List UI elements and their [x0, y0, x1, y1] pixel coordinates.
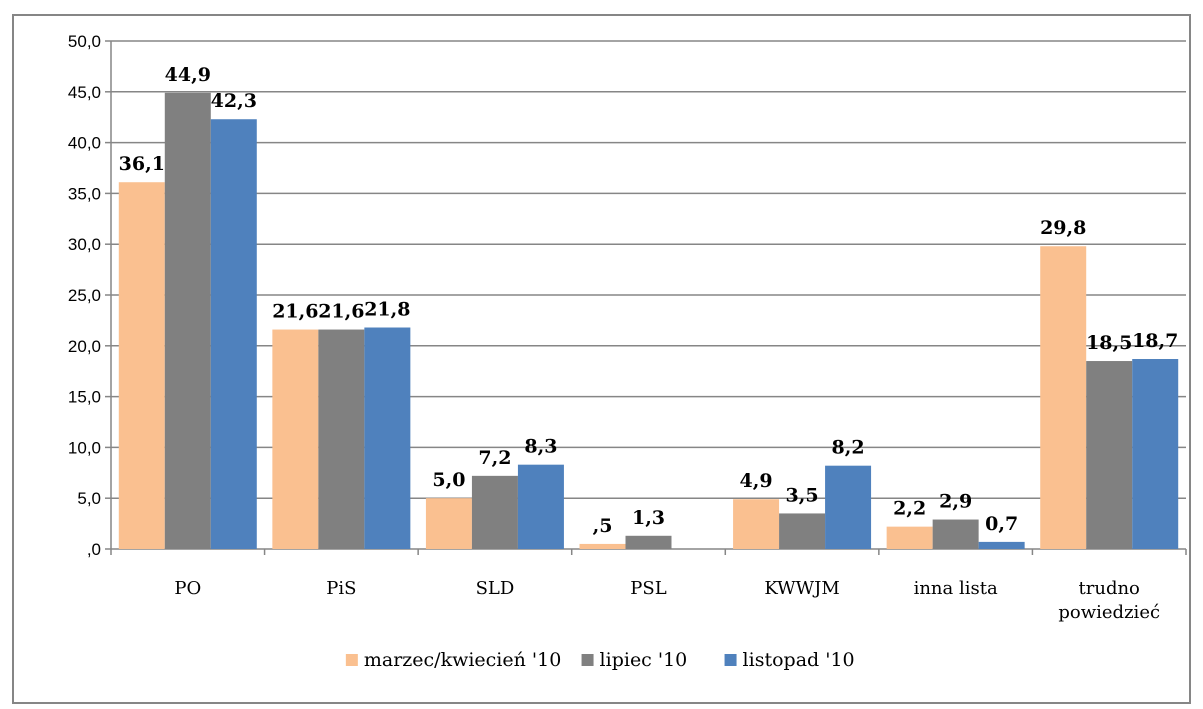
bar	[733, 499, 780, 549]
legend-label: marzec/kwiecień '10	[364, 649, 561, 671]
legend-swatch	[581, 654, 594, 666]
legend-swatch	[345, 654, 358, 666]
bar	[625, 535, 672, 549]
x-tick-label: powiedzieć	[1058, 602, 1160, 623]
data-label: 44,9	[165, 64, 211, 86]
y-tick-label: 15,0	[68, 388, 101, 407]
y-tick-label: 10,0	[68, 438, 101, 457]
x-tick-label: PO	[174, 578, 201, 599]
x-tick-label: PSL	[630, 578, 666, 599]
bar	[779, 513, 826, 549]
bar	[978, 541, 1025, 549]
x-tick-label: trudno	[1079, 578, 1140, 599]
legend-label: lipiec '10	[600, 649, 688, 671]
bar	[164, 92, 211, 549]
data-label: 21,8	[364, 299, 410, 321]
data-label: 4,9	[740, 470, 773, 492]
bar	[1132, 359, 1179, 549]
data-label: 29,8	[1040, 217, 1086, 239]
bar	[364, 327, 411, 549]
y-tick-label: 45,0	[68, 83, 101, 102]
data-label: 3,5	[786, 484, 819, 506]
x-tick-label: PiS	[326, 578, 356, 599]
data-label: 8,3	[524, 436, 557, 458]
y-tick-label: 30,0	[68, 235, 101, 254]
y-tick-label: 25,0	[68, 286, 101, 305]
y-tick-label: 20,0	[68, 337, 101, 356]
bar	[579, 543, 626, 549]
y-tick-label: 50,0	[68, 32, 101, 51]
x-tick-label: inna lista	[914, 578, 998, 599]
bar	[1086, 361, 1133, 549]
y-tick-label: 5,0	[77, 489, 101, 508]
data-label: 18,7	[1132, 330, 1178, 352]
data-label: 8,2	[832, 437, 865, 459]
bar	[272, 329, 319, 549]
y-tick-label: ,0	[87, 540, 101, 559]
data-label: ,5	[593, 515, 613, 537]
bar	[517, 464, 564, 549]
bar	[1040, 246, 1087, 549]
data-label: 1,3	[632, 507, 665, 529]
bar	[425, 498, 472, 549]
data-label: 21,6	[272, 301, 318, 323]
y-tick-label: 35,0	[68, 184, 101, 203]
bar	[886, 526, 933, 549]
data-label: 42,3	[211, 90, 257, 112]
bar	[210, 119, 257, 550]
bar	[825, 465, 872, 549]
bar	[471, 475, 518, 549]
bar	[932, 519, 979, 549]
data-label: 5,0	[432, 469, 465, 491]
legend-swatch	[724, 654, 737, 666]
y-tick-label: 40,0	[68, 134, 101, 153]
legend-label: listopad '10	[743, 649, 855, 671]
bar	[118, 182, 165, 549]
data-label: 18,5	[1086, 332, 1132, 354]
data-label: 21,6	[318, 301, 364, 323]
data-label: 2,9	[939, 491, 972, 513]
data-label: 0,7	[985, 513, 1018, 535]
bar	[318, 329, 365, 549]
data-label: 36,1	[119, 153, 165, 175]
data-label: 7,2	[478, 447, 511, 469]
data-label: 2,2	[893, 498, 926, 520]
x-tick-label: SLD	[476, 578, 515, 599]
x-tick-label: KWWJM	[764, 578, 839, 599]
